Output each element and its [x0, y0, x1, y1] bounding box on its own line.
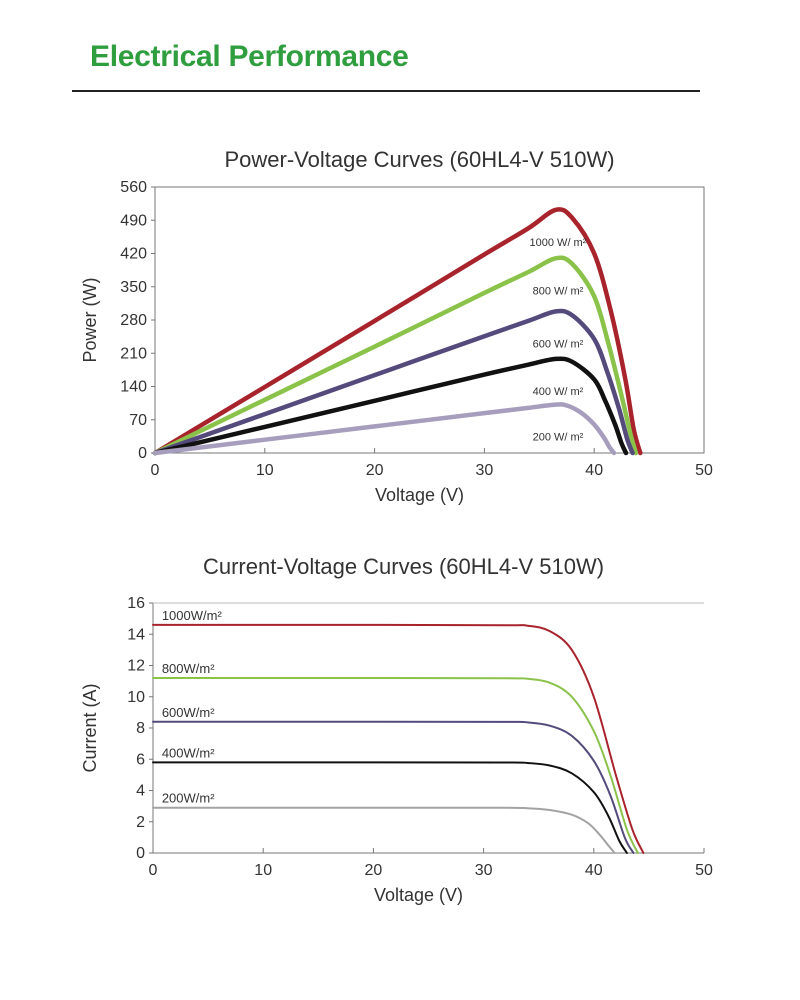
x-tick-label: 20 — [366, 462, 384, 479]
y-tick-label: 420 — [120, 246, 147, 263]
y-tick-label: 2 — [136, 814, 145, 831]
x-axis-label: Voltage (V) — [375, 485, 464, 505]
series-line-2 — [152, 720, 635, 854]
series-label-0: 1000 W/ m² — [530, 237, 587, 249]
y-tick-label: 560 — [120, 179, 147, 196]
x-tick-label: 10 — [256, 462, 274, 479]
series-label-2: 600 W/ m² — [533, 338, 584, 350]
y-axis-label: Current (A) — [80, 683, 100, 772]
page-heading: Electrical Performance — [90, 40, 409, 73]
y-tick-label: 10 — [127, 689, 145, 706]
series-label-2: 600W/m² — [162, 705, 215, 720]
x-tick-label: 0 — [149, 862, 158, 879]
y-tick-label: 4 — [136, 783, 145, 800]
y-tick-label: 70 — [129, 412, 147, 429]
y-tick-label: 8 — [136, 720, 145, 737]
y-axis-label: Power (W) — [80, 278, 100, 363]
heading-rule — [72, 90, 700, 92]
series-label-3: 400W/m² — [162, 745, 215, 760]
y-tick-label: 350 — [120, 279, 147, 296]
x-tick-label: 40 — [585, 462, 603, 479]
y-tick-label: 280 — [120, 312, 147, 329]
chart-title: Power-Voltage Curves (60HL4-V 510W) — [224, 147, 614, 172]
x-tick-label: 30 — [476, 462, 494, 479]
series-label-4: 200 W/ m² — [533, 432, 584, 444]
y-tick-label: 6 — [136, 751, 145, 768]
y-tick-label: 210 — [120, 345, 147, 362]
x-tick-label: 10 — [254, 862, 272, 879]
y-tick-label: 0 — [138, 445, 147, 462]
series-line-4 — [152, 402, 617, 456]
x-tick-label: 20 — [365, 862, 383, 879]
y-tick-label: 16 — [127, 595, 145, 612]
x-axis-label: Voltage (V) — [374, 885, 463, 905]
series-label-1: 800 W/ m² — [533, 285, 584, 297]
x-tick-label: 0 — [151, 462, 160, 479]
series-line-3 — [152, 761, 628, 854]
series-label-3: 400 W/ m² — [533, 386, 584, 398]
x-tick-label: 40 — [585, 862, 603, 879]
series-label-4: 200W/m² — [162, 791, 215, 806]
y-tick-label: 12 — [127, 658, 145, 675]
chart-title: Current-Voltage Curves (60HL4-V 510W) — [203, 554, 604, 579]
series-line-3 — [152, 356, 629, 456]
series-line-4 — [152, 806, 616, 854]
y-tick-label: 0 — [136, 845, 145, 862]
y-tick-label: 490 — [120, 212, 147, 229]
x-tick-label: 30 — [475, 862, 493, 879]
y-tick-label: 14 — [127, 626, 145, 643]
power-voltage-chart: Power-Voltage Curves (60HL4-V 510W) 0 10 20… — [80, 147, 713, 505]
series-line-2 — [152, 308, 635, 456]
x-tick-label: 50 — [695, 862, 713, 879]
series-line-0 — [152, 207, 643, 456]
series-line-1 — [152, 255, 639, 456]
y-tick-label: 140 — [120, 379, 147, 396]
series-line-0 — [152, 623, 645, 854]
series-label-1: 800W/m² — [162, 661, 215, 676]
series-label-0: 1000W/m² — [162, 608, 223, 623]
x-tick-label: 50 — [695, 462, 713, 479]
series-line-1 — [152, 676, 639, 854]
current-voltage-chart: Current-Voltage Curves (60HL4-V 510W) 0 10… — [80, 554, 713, 905]
